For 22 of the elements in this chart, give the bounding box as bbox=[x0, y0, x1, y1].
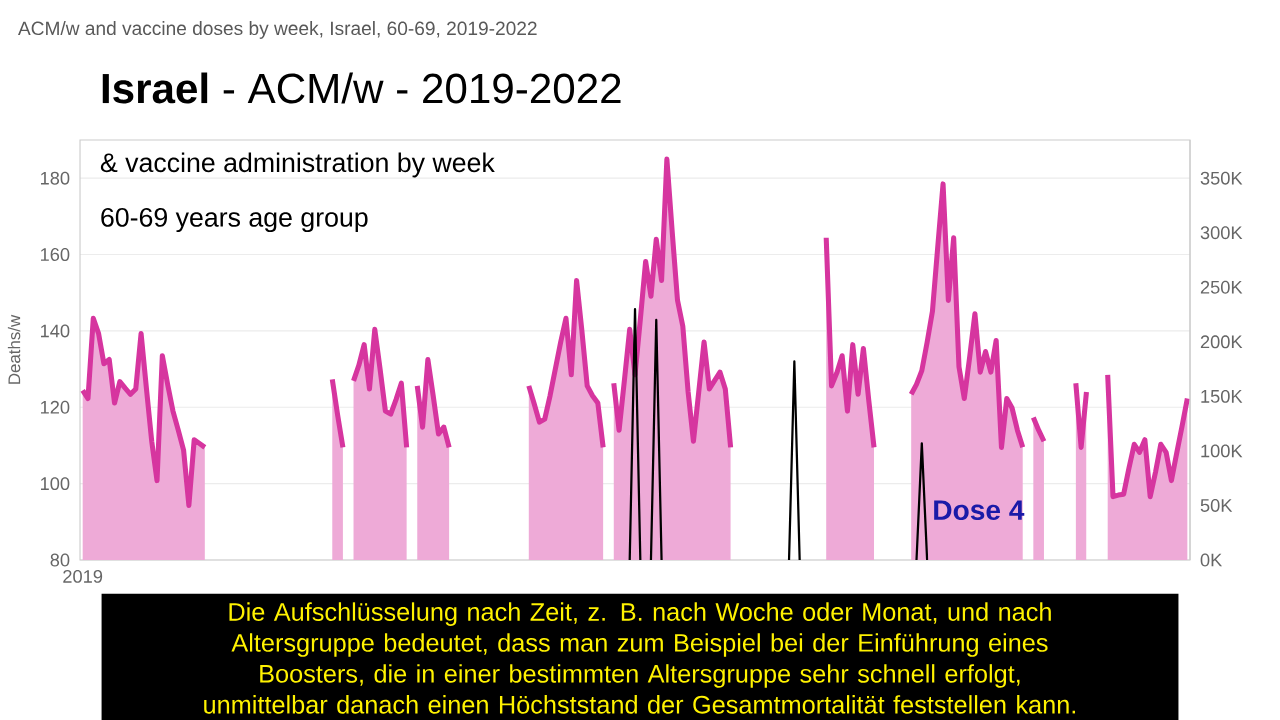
y2-tick-label: 300K bbox=[1200, 226, 1243, 240]
y2-tick-label: 200K bbox=[1200, 335, 1243, 349]
y2-tick-label: 50K bbox=[1200, 499, 1233, 512]
y2-tick-label: 0K bbox=[1200, 553, 1223, 567]
annotation: & vaccine administration by week bbox=[100, 152, 495, 178]
y2-tick-label: 100K bbox=[1201, 444, 1243, 458]
y-axis-title: Deaths/w bbox=[7, 314, 21, 384]
chart-title: ACM/w and vaccine doses by week, Israel, 60-69, 2019-2022 bbox=[17, 21, 537, 39]
y-tick-label: 180 bbox=[41, 171, 70, 185]
y-tick-label: 140 bbox=[41, 324, 70, 338]
annotation: 60-69 years age group bbox=[101, 207, 368, 233]
y-tick-label: 80 bbox=[50, 553, 70, 567]
y-tick-label: 100 bbox=[41, 477, 70, 491]
y2-tick-label: 350K bbox=[1200, 171, 1243, 185]
x-tick-label: 2019 bbox=[63, 569, 103, 583]
y2-tick-label: 150K bbox=[1201, 389, 1243, 403]
y-tick-label: 120 bbox=[41, 400, 70, 414]
y2-tick-label: 250K bbox=[1200, 280, 1243, 294]
chart-subtitle: Israel - ACM/w - 2019-2022 bbox=[102, 72, 621, 104]
annotation: Dose 4 bbox=[934, 500, 1025, 521]
y-tick-label: 160 bbox=[41, 248, 70, 262]
text: Die Aufschlüsselung nach Zeit, z. B. nach Woche oder Monat, und nach Altersgruppe bedeutet, dass man zum Beispiel bei der Einführung eines Boosters, die in einer bestimmten Altersgruppe sehr schnell erfolgt, unmittelbar danach einen Höchststand der Gesamtmortalität feststellen kann. bbox=[204, 602, 1076, 714]
